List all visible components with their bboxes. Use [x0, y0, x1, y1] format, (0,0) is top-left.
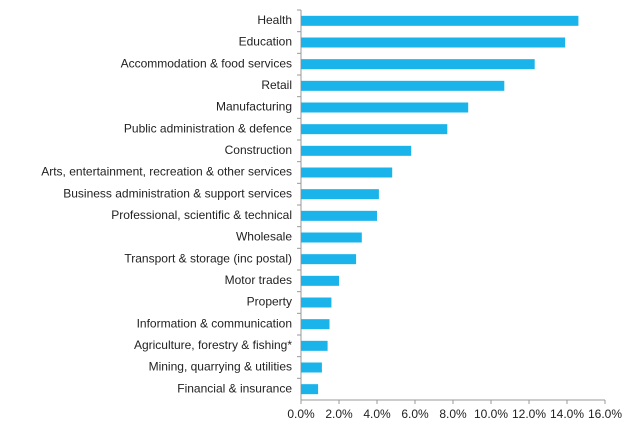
bar	[301, 15, 579, 26]
y-tick-label: Property	[247, 295, 292, 309]
y-tick-label: Information & communication	[137, 316, 292, 330]
x-tick-label: 0.0%	[287, 407, 315, 421]
y-tick-label: Agriculture, forestry & fishing*	[134, 338, 292, 352]
y-tick-label: Transport & storage (inc postal)	[124, 251, 292, 265]
y-tick-label: Public administration & defence	[124, 121, 292, 135]
bar	[301, 319, 330, 330]
bar	[301, 254, 357, 265]
x-tick-label: 6.0%	[401, 407, 429, 421]
bar	[301, 124, 448, 135]
y-tick-label: Retail	[261, 78, 292, 92]
bar	[301, 210, 377, 221]
bar	[301, 59, 535, 70]
bar	[301, 275, 339, 286]
y-tick-label: Business administration & support servic…	[63, 186, 292, 200]
x-tick-label: 2.0%	[325, 407, 353, 421]
x-tick-label: 12.0%	[512, 407, 546, 421]
bar	[301, 297, 332, 308]
x-tick-label: 8.0%	[439, 407, 467, 421]
bar	[301, 232, 362, 243]
bar	[301, 384, 319, 395]
y-tick-label: Financial & insurance	[177, 381, 292, 395]
bar	[301, 340, 328, 351]
y-tick-label: Manufacturing	[216, 100, 292, 114]
y-tick-label: Professional, scientific & technical	[111, 208, 292, 222]
y-tick-label: Wholesale	[236, 230, 292, 244]
y-tick-label: Construction	[225, 143, 292, 157]
y-tick-label: Arts, entertainment, recreation & other …	[41, 165, 292, 179]
bar	[301, 80, 505, 91]
y-tick-label: Accommodation & food services	[121, 56, 292, 70]
bar	[301, 102, 469, 113]
y-tick-label: Mining, quarrying & utilities	[149, 360, 292, 374]
x-tick-label: 16.0%	[588, 407, 622, 421]
bar	[301, 167, 393, 178]
y-tick-label: Motor trades	[225, 273, 292, 287]
y-tick-label: Education	[239, 35, 292, 49]
bar	[301, 362, 322, 373]
bar	[301, 145, 412, 156]
bar	[301, 37, 566, 48]
x-tick-label: 14.0%	[550, 407, 584, 421]
y-tick-label: Health	[257, 13, 292, 27]
x-tick-label: 4.0%	[363, 407, 391, 421]
bar	[301, 189, 379, 200]
x-tick-label: 10.0%	[474, 407, 508, 421]
